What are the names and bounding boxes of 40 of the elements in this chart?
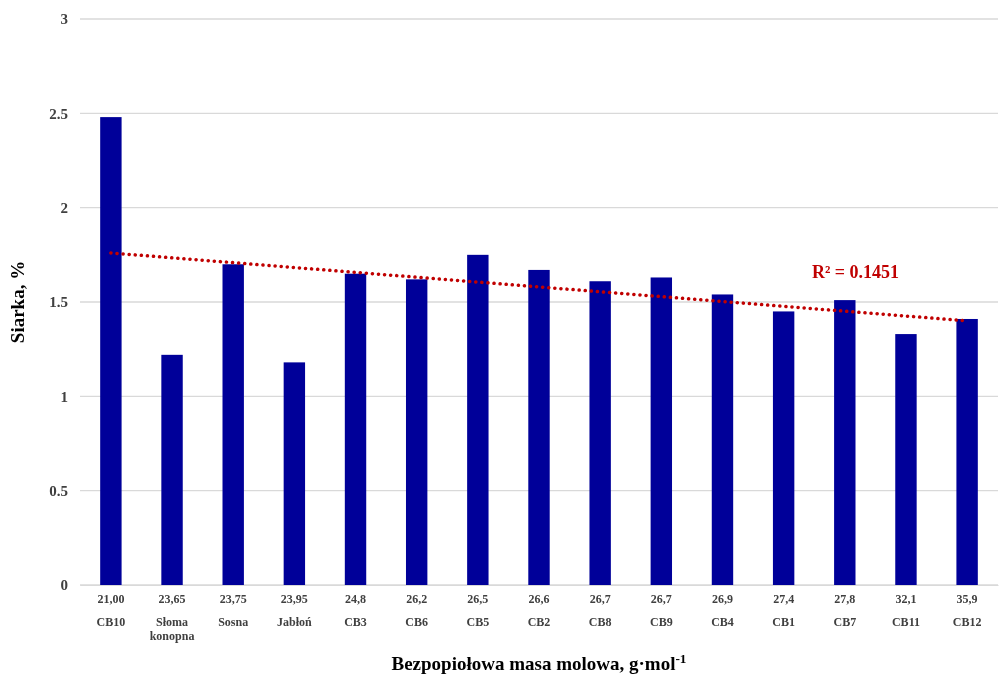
x-tick-label: 26,5 CB5 [466, 592, 490, 629]
x-tick-label: 27,8 CB7 [833, 592, 857, 629]
bar [650, 277, 673, 585]
y-tick-label: 2 [60, 199, 68, 216]
x-tick-label: 21,00 CB10 [96, 592, 126, 629]
x-tick-label: 24,8 CB3 [344, 592, 367, 629]
annotation: R² = 0.1451 [811, 261, 900, 282]
x-tick-label: 26,7 CB9 [649, 592, 673, 629]
bar [467, 254, 489, 585]
x-tick-label: 23,65 Słoma konopna [149, 592, 195, 644]
bar [895, 334, 917, 585]
bar [834, 300, 856, 585]
bar [772, 311, 795, 585]
bar [711, 294, 734, 585]
x-tick-label: 26,9 CB4 [711, 592, 734, 629]
bar [100, 117, 122, 585]
x-tick-label: 26,2 CB6 [405, 592, 429, 629]
y-axis-title: Siarka, % [7, 260, 28, 344]
y-tick-label: 1 [60, 388, 68, 405]
x-tick-label: 27,4 CB1 [772, 592, 795, 629]
bar [405, 279, 428, 585]
bar [528, 269, 550, 585]
y-tick-label: 0.5 [49, 482, 68, 499]
y-tick-label: 1.5 [49, 294, 68, 311]
bar [283, 362, 306, 585]
bar [222, 264, 244, 585]
bar [161, 354, 183, 585]
bar [956, 318, 978, 585]
x-tick-label: 23,95 Jabłoń [277, 592, 313, 629]
x-tick-label: 32,1 CB11 [891, 592, 920, 629]
y-tick-label: 0 [60, 577, 68, 594]
y-tick-label: 3 [60, 11, 68, 28]
x-axis-title: Bezpopiołowa masa molowa, g·mol$^{-1}$ [391, 650, 687, 674]
x-tick-label: 23,75 Sosna [218, 592, 249, 629]
x-tick-label: 26,7 CB8 [588, 592, 612, 629]
x-tick-label: 35,9 CB12 [952, 592, 982, 629]
x-tick-label: 26,6 CB2 [527, 592, 551, 629]
y-tick-label: 2.5 [49, 105, 68, 122]
bar [589, 281, 611, 585]
bar [344, 273, 367, 585]
